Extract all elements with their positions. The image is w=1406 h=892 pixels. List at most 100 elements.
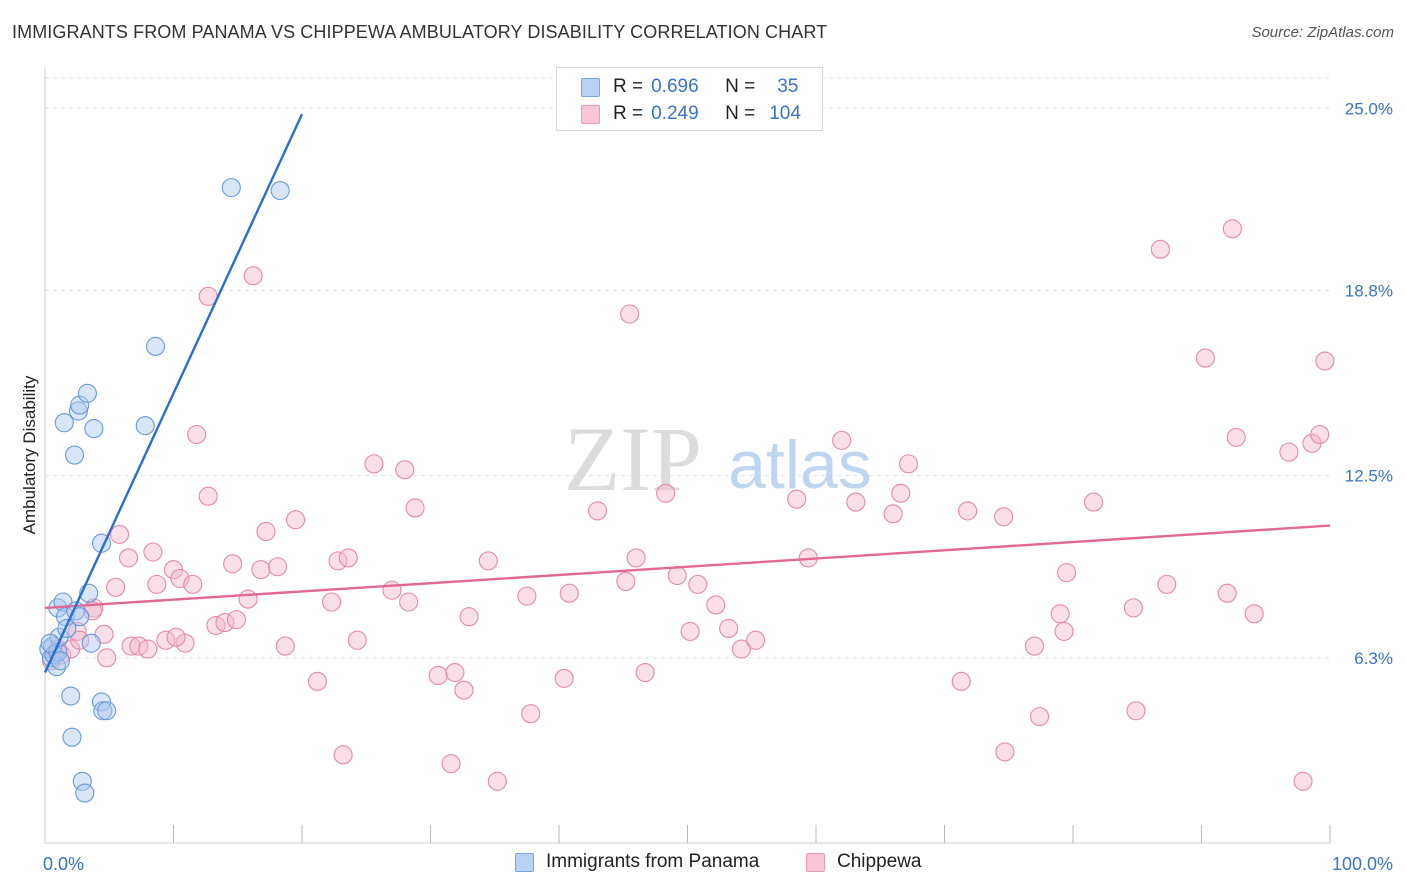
chippewa-point bbox=[1126, 701, 1146, 721]
chippewa-point bbox=[680, 621, 700, 641]
chippewa-point bbox=[635, 662, 655, 683]
legend-r-value: 0.249 bbox=[651, 103, 699, 124]
chippewa-point bbox=[958, 501, 978, 521]
legend-n-label: N = bbox=[725, 103, 756, 124]
legend-swatch-pink bbox=[581, 104, 600, 124]
panama-trend-line bbox=[43, 113, 304, 674]
chippewa-point bbox=[626, 548, 646, 568]
chippewa-point bbox=[487, 771, 507, 791]
chippewa-point bbox=[746, 630, 766, 650]
legend-n-label: N = bbox=[725, 76, 756, 97]
panama-point bbox=[135, 416, 155, 436]
chippewa-point bbox=[883, 504, 903, 524]
chippewa-point bbox=[1217, 583, 1237, 603]
chippewa-point bbox=[1293, 771, 1313, 791]
legend-n-value: 104 bbox=[769, 103, 801, 124]
chippewa-point bbox=[459, 607, 479, 627]
chippewa-point bbox=[521, 704, 541, 724]
chippewa-point bbox=[307, 671, 327, 691]
chippewa-point bbox=[995, 742, 1015, 762]
x-tick-label-min: 0.0% bbox=[43, 854, 84, 874]
chippewa-point bbox=[656, 483, 676, 503]
chippewa-point bbox=[243, 266, 263, 286]
chart-source: Source: ZipAtlas.com bbox=[1251, 24, 1394, 41]
chippewa-point bbox=[706, 595, 726, 615]
chippewa-point bbox=[187, 424, 207, 445]
panama-point bbox=[72, 771, 92, 791]
chart-title: IMMIGRANTS FROM PANAMA VS CHIPPEWA AMBUL… bbox=[12, 22, 828, 42]
axes bbox=[44, 68, 1331, 844]
panama-point bbox=[68, 401, 88, 421]
chippewa-point bbox=[338, 548, 358, 568]
chippewa-point bbox=[517, 586, 537, 606]
panama-point bbox=[97, 701, 117, 721]
chippewa-point bbox=[445, 662, 465, 683]
chippewa-point bbox=[688, 574, 708, 594]
chippewa-point bbox=[347, 630, 367, 650]
chippewa-point bbox=[951, 671, 971, 691]
chippewa-point bbox=[554, 668, 574, 688]
chippewa-point bbox=[256, 521, 276, 542]
chippewa-point bbox=[428, 665, 448, 686]
chippewa-point bbox=[719, 618, 739, 639]
chippewa-point bbox=[616, 571, 636, 591]
legend-r-label: R = bbox=[613, 103, 644, 124]
legend-row-chippewa: R = 0.249 N = 104 bbox=[581, 102, 801, 126]
chippewa-point bbox=[382, 580, 402, 600]
chippewa-point bbox=[399, 592, 419, 612]
y-tick-label: 18.8% bbox=[1345, 281, 1393, 300]
chippewa-point bbox=[143, 542, 163, 562]
y-tick-label: 25.0% bbox=[1345, 99, 1393, 118]
chippewa-point bbox=[1226, 427, 1246, 447]
chippewa-point bbox=[251, 560, 271, 580]
chippewa-point bbox=[891, 483, 911, 503]
chippewa-point bbox=[441, 754, 461, 774]
series-name-chippewa: Chippewa bbox=[837, 851, 922, 872]
chippewa-point bbox=[1057, 563, 1077, 583]
chippewa-point bbox=[364, 454, 384, 474]
series-name-panama: Immigrants from Panama bbox=[546, 851, 760, 872]
chippewa-point bbox=[322, 592, 342, 612]
panama-point bbox=[84, 419, 104, 439]
chippewa-point bbox=[286, 510, 306, 530]
chippewa-point bbox=[1157, 574, 1177, 594]
chippewa-point bbox=[1244, 604, 1264, 624]
chippewa-point bbox=[846, 492, 866, 512]
chippewa-point bbox=[731, 639, 752, 659]
chippewa-point bbox=[121, 636, 141, 656]
chippewa-point bbox=[454, 680, 474, 700]
chippewa-point bbox=[832, 430, 852, 450]
chippewa-point bbox=[198, 486, 218, 506]
watermark-zip: ZIP bbox=[564, 408, 702, 510]
panama-point bbox=[75, 783, 95, 803]
chippewa-point bbox=[1150, 239, 1170, 259]
legend-r-value: 0.696 bbox=[651, 76, 699, 97]
panama-point bbox=[54, 413, 74, 433]
chippewa-point bbox=[106, 577, 126, 597]
chippewa-point bbox=[620, 304, 640, 324]
chippewa-point bbox=[667, 566, 687, 586]
chippewa-trend-line bbox=[44, 524, 1331, 610]
x-tick-label-max: 100.0% bbox=[1332, 854, 1393, 874]
chippewa-point bbox=[1310, 424, 1330, 445]
chippewa-point bbox=[147, 574, 167, 594]
chippewa-point bbox=[238, 589, 258, 609]
chippewa-point bbox=[275, 636, 295, 656]
panama-point bbox=[70, 395, 90, 415]
chippewa-point bbox=[268, 557, 288, 577]
y-tick-label: 6.3% bbox=[1354, 649, 1393, 668]
correlation-legend: R = 0.696 N = 35 R = 0.249 N = 104 bbox=[556, 67, 823, 131]
watermark: ZIP atlas bbox=[564, 408, 872, 510]
chippewa-point bbox=[1084, 492, 1104, 512]
series-swatch-pink bbox=[806, 852, 825, 872]
chippewa-point bbox=[1222, 219, 1242, 239]
legend-row-panama: R = 0.696 N = 35 bbox=[581, 75, 798, 99]
chippewa-point bbox=[97, 648, 117, 668]
y-tick-label: 12.5% bbox=[1345, 467, 1393, 486]
panama-point bbox=[61, 686, 81, 706]
panama-point bbox=[221, 178, 241, 198]
chippewa-point bbox=[215, 613, 235, 633]
tick-labels: 6.3% 12.5% 18.8% 25.0% 0.0% 100.0% bbox=[43, 99, 1393, 874]
chippewa-point bbox=[898, 454, 919, 474]
chippewa-point bbox=[1024, 636, 1044, 656]
